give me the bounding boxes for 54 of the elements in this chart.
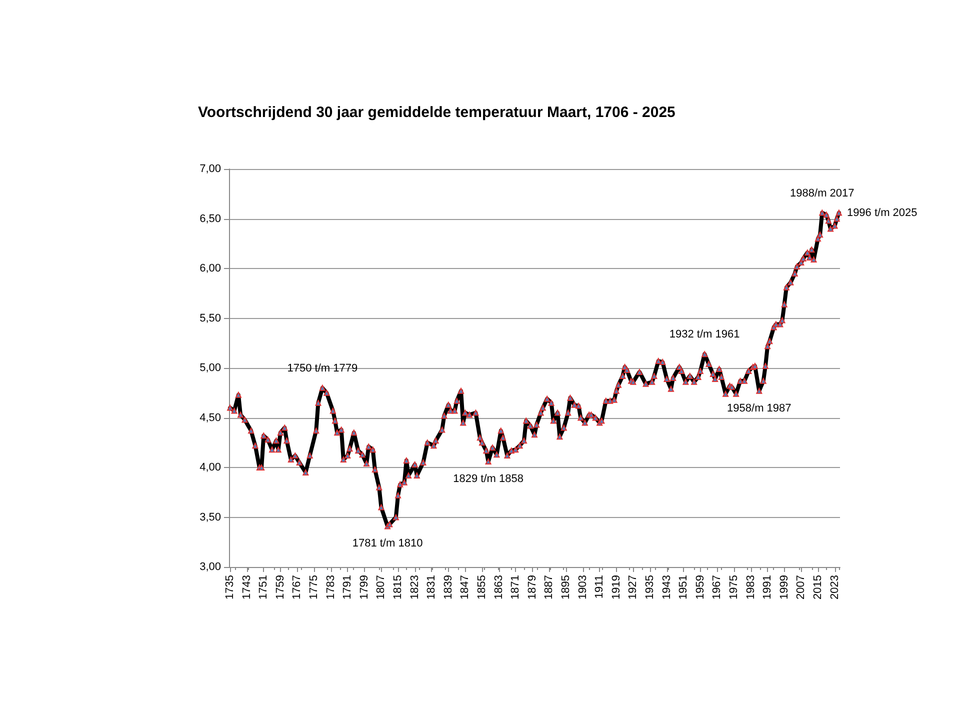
x-tick-label: 1911: [594, 575, 606, 599]
x-tick-label: 1807: [375, 575, 388, 600]
x-tick-label: 1991: [762, 575, 774, 600]
x-tick-label: 1839: [442, 575, 454, 600]
x-tick-label: 2023: [828, 575, 841, 600]
annotation: 1996 t/m 2025: [846, 206, 918, 219]
x-tick-label: 1999: [778, 575, 790, 600]
x-tick-label: 1887: [543, 575, 556, 600]
x-tick-label: 1855: [476, 575, 488, 600]
x-tick-label: 1927: [627, 575, 640, 600]
annotation: 1781 t/m 1810: [352, 538, 423, 550]
x-tick-label: 1735: [224, 575, 236, 600]
annotation: 1932 t/m 1961: [669, 328, 740, 341]
x-tick-label: 1815: [392, 575, 404, 600]
x-tick-label: 1967: [711, 575, 724, 600]
annotation: 1958/m 1987: [727, 402, 792, 414]
x-tick-label: 1975: [728, 575, 740, 600]
y-tick-label: 3,50: [200, 511, 221, 524]
x-tick-label: 1847: [459, 575, 472, 600]
x-tick-label: 2007: [795, 575, 808, 600]
x-tick-label: 1879: [526, 575, 538, 600]
y-tick-label: 5,00: [200, 362, 221, 374]
y-tick-label: 4,50: [200, 412, 221, 424]
y-tick-label: 5,50: [200, 312, 221, 324]
x-tick-label: 1919: [610, 575, 622, 600]
x-tick-label: 1751: [258, 575, 270, 600]
x-tick-label: 1791: [342, 575, 354, 600]
x-tick-label: 1775: [308, 575, 320, 600]
y-tick-label: 7,00: [200, 163, 221, 175]
x-tick-label: 1799: [358, 575, 370, 600]
y-tick-label: 6,00: [200, 262, 221, 274]
x-tick-label: 1951: [678, 575, 690, 600]
x-tick-label: 1903: [576, 575, 589, 600]
x-tick-label: 1863: [492, 575, 505, 600]
x-tick-label: 1943: [660, 575, 673, 600]
x-tick-label: 1831: [426, 575, 438, 600]
y-tick-label: 3,00: [200, 561, 221, 573]
x-tick-label: 1743: [240, 575, 253, 600]
y-tick-label: 6,50: [200, 212, 221, 225]
x-tick-label: 2015: [812, 575, 824, 600]
annotation: 1988/m 2017: [790, 187, 854, 200]
x-tick-label: 1983: [744, 575, 757, 600]
x-tick-label: 1871: [510, 575, 522, 600]
annotation: 1829 t/m 1858: [453, 473, 524, 486]
x-tick-label: 1767: [291, 575, 304, 600]
x-tick-label: 1783: [324, 575, 337, 600]
x-tick-label: 1895: [560, 575, 572, 600]
x-tick-label: 1759: [274, 575, 286, 600]
x-tick-label: 1935: [644, 575, 656, 600]
annotation: 1750 t/m 1779: [287, 362, 358, 374]
chart-title: Voortschrijdend 30 jaar gemiddelde temperatuur Maart, 1706 - 2025: [198, 104, 676, 121]
x-tick-label: 1823: [408, 575, 421, 600]
x-tick-label: 1959: [694, 575, 706, 600]
y-tick-label: 4,00: [200, 462, 221, 474]
